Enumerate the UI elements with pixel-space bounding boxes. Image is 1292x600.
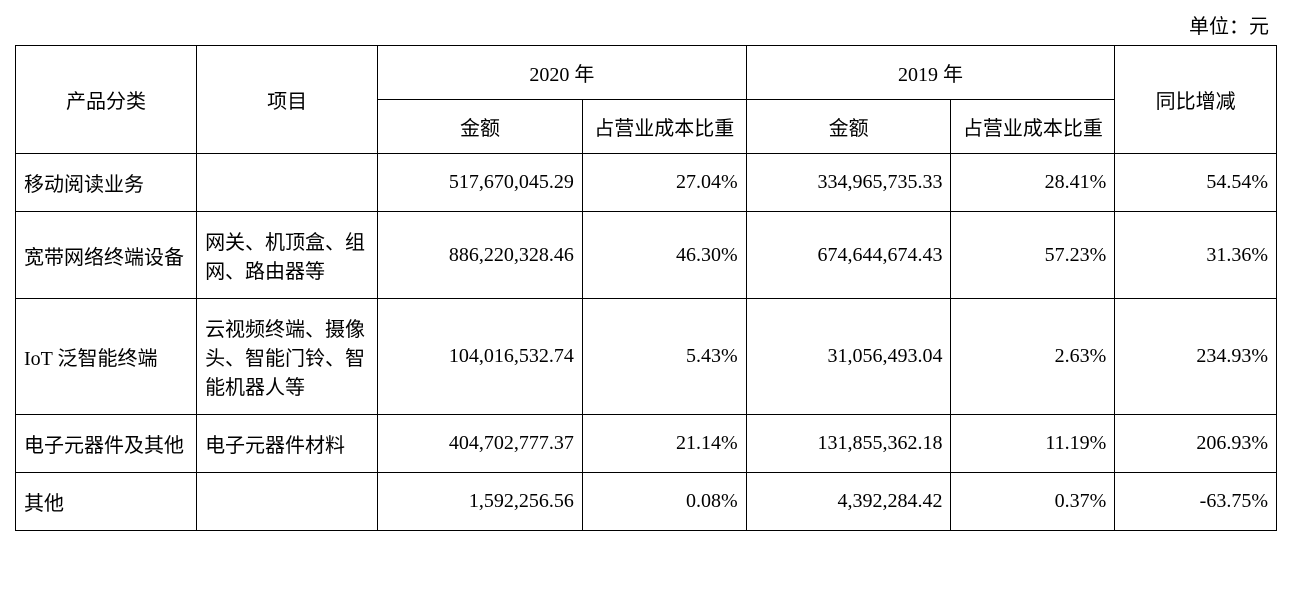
- cell-amt2019: 4,392,284.42: [746, 473, 951, 531]
- cell-item: [197, 154, 378, 212]
- cell-pct2019: 28.41%: [951, 154, 1115, 212]
- cell-pct2019: 0.37%: [951, 473, 1115, 531]
- table-row: 电子元器件及其他 电子元器件材料 404,702,777.37 21.14% 1…: [16, 415, 1277, 473]
- cell-item: 网关、机顶盒、组网、路由器等: [197, 212, 378, 299]
- unit-label: 单位：元: [15, 10, 1277, 39]
- cell-amt2020: 104,016,532.74: [378, 299, 583, 415]
- header-pct-2019: 占营业成本比重: [951, 100, 1115, 154]
- header-row-1: 产品分类 项目 2020 年 2019 年 同比增减: [16, 46, 1277, 100]
- cell-yoy: 31.36%: [1115, 212, 1277, 299]
- cell-category: 移动阅读业务: [16, 154, 197, 212]
- cell-amt2020: 517,670,045.29: [378, 154, 583, 212]
- cell-category: 其他: [16, 473, 197, 531]
- table-row: IoT 泛智能终端 云视频终端、摄像头、智能门铃、智能机器人等 104,016,…: [16, 299, 1277, 415]
- cell-pct2020: 27.04%: [582, 154, 746, 212]
- header-yoy: 同比增减: [1115, 46, 1277, 154]
- cell-yoy: 54.54%: [1115, 154, 1277, 212]
- cell-yoy: -63.75%: [1115, 473, 1277, 531]
- cell-item: 云视频终端、摄像头、智能门铃、智能机器人等: [197, 299, 378, 415]
- cell-amt2019: 334,965,735.33: [746, 154, 951, 212]
- cell-pct2019: 57.23%: [951, 212, 1115, 299]
- cell-amt2020: 886,220,328.46: [378, 212, 583, 299]
- cell-yoy: 234.93%: [1115, 299, 1277, 415]
- header-amt-2019: 金额: [746, 100, 951, 154]
- financial-table: 产品分类 项目 2020 年 2019 年 同比增减 金额 占营业成本比重 金额…: [15, 45, 1277, 531]
- cell-pct2020: 5.43%: [582, 299, 746, 415]
- cell-amt2019: 131,855,362.18: [746, 415, 951, 473]
- cell-pct2020: 46.30%: [582, 212, 746, 299]
- cell-amt2020: 1,592,256.56: [378, 473, 583, 531]
- cell-amt2019: 674,644,674.43: [746, 212, 951, 299]
- header-2019: 2019 年: [746, 46, 1115, 100]
- cell-pct2020: 0.08%: [582, 473, 746, 531]
- cell-amt2019: 31,056,493.04: [746, 299, 951, 415]
- cell-item: 电子元器件材料: [197, 415, 378, 473]
- cell-pct2019: 11.19%: [951, 415, 1115, 473]
- header-pct-2020: 占营业成本比重: [582, 100, 746, 154]
- cell-yoy: 206.93%: [1115, 415, 1277, 473]
- cell-item: [197, 473, 378, 531]
- cell-pct2019: 2.63%: [951, 299, 1115, 415]
- cell-amt2020: 404,702,777.37: [378, 415, 583, 473]
- cell-pct2020: 21.14%: [582, 415, 746, 473]
- header-amt-2020: 金额: [378, 100, 583, 154]
- cell-category: IoT 泛智能终端: [16, 299, 197, 415]
- table-row: 其他 1,592,256.56 0.08% 4,392,284.42 0.37%…: [16, 473, 1277, 531]
- cell-category: 电子元器件及其他: [16, 415, 197, 473]
- cell-category: 宽带网络终端设备: [16, 212, 197, 299]
- table-row: 宽带网络终端设备 网关、机顶盒、组网、路由器等 886,220,328.46 4…: [16, 212, 1277, 299]
- header-item: 项目: [197, 46, 378, 154]
- header-category: 产品分类: [16, 46, 197, 154]
- header-2020: 2020 年: [378, 46, 747, 100]
- table-row: 移动阅读业务 517,670,045.29 27.04% 334,965,735…: [16, 154, 1277, 212]
